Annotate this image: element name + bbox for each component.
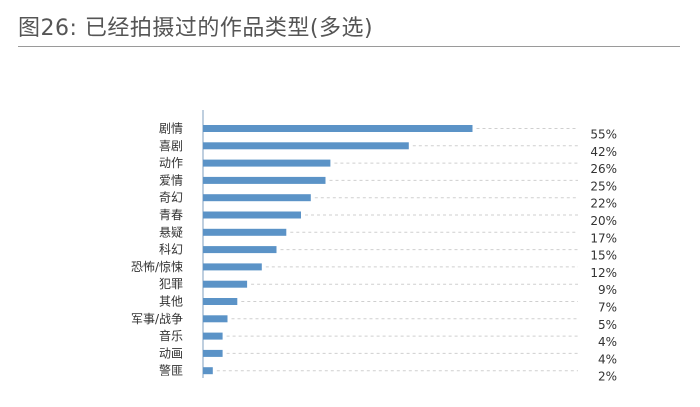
bar [203,280,248,288]
value-label: 55% [590,128,617,142]
value-label: 9% [598,283,617,297]
category-label: 青春 [159,208,183,222]
category-label: 科幻 [159,243,183,257]
value-label: 7% [598,301,617,315]
category-label: 警匪 [159,363,183,378]
bar [203,142,409,150]
category-label: 恐怖/惊悚 [131,259,183,274]
bar [203,211,301,219]
bar [203,246,277,254]
value-label: 12% [590,266,617,280]
bar [203,367,213,375]
value-label: 4% [598,335,617,349]
value-label: 17% [590,231,617,245]
chart-title: 图26: 已经拍摄过的作品类型(多选) [18,16,374,41]
category-label: 动作 [159,156,183,170]
category-label: 犯罪 [159,277,183,291]
category-label: 喜剧 [159,139,183,153]
category-label: 奇幻 [159,191,183,205]
value-label: 42% [590,145,617,159]
bar [203,176,326,184]
value-label: 25% [590,179,617,193]
category-label: 剧情 [159,122,183,136]
bar [203,349,223,357]
value-label: 20% [590,214,617,228]
value-label: 5% [598,318,617,332]
bar [203,194,311,202]
category-label: 动画 [159,346,183,360]
bar [203,315,228,323]
bar [203,332,223,340]
value-label: 26% [590,162,617,176]
category-label: 悬疑 [159,224,183,239]
bar [203,263,262,271]
bar [203,298,238,305]
value-label: 2% [598,370,617,384]
category-label: 音乐 [159,328,183,343]
category-label: 爱情 [159,173,183,187]
bar [203,125,473,132]
title-divider [18,46,680,47]
value-label: 4% [598,352,617,366]
category-label: 军事/战争 [131,312,183,326]
bar [203,159,331,167]
category-label: 其他 [159,295,183,309]
value-label: 15% [590,249,617,263]
value-label: 22% [590,197,617,211]
bar [203,228,287,236]
